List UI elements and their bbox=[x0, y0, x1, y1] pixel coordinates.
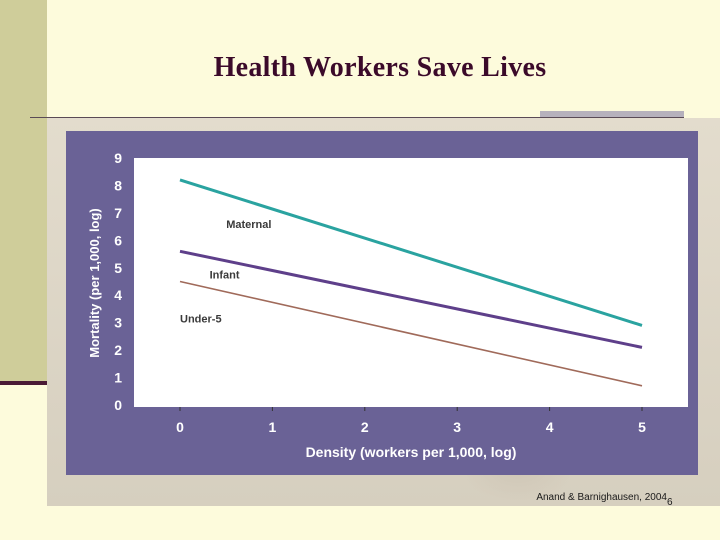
y-tick-label: 2 bbox=[114, 342, 122, 358]
x-axis-label: Density (workers per 1,000, log) bbox=[306, 444, 517, 460]
y-tick-label: 4 bbox=[114, 287, 122, 303]
y-axis: 0 1 2 3 4 5 6 7 8 9 bbox=[114, 150, 122, 413]
y-tick-label: 1 bbox=[114, 370, 122, 386]
y-tick-label: 3 bbox=[114, 315, 122, 331]
y-tick-label: 7 bbox=[114, 205, 122, 221]
series-labels: Maternal Infant Under-5 bbox=[180, 219, 271, 326]
x-tick-label: 3 bbox=[453, 419, 461, 435]
series-line-infant bbox=[179, 249, 643, 349]
y-tick-label: 9 bbox=[114, 150, 122, 166]
title-divider-accent bbox=[540, 111, 684, 117]
left-decor-rule bbox=[0, 381, 47, 385]
series-label: Maternal bbox=[226, 219, 271, 231]
series-lines bbox=[179, 178, 643, 387]
y-axis-label: Mortality (per 1,000, log) bbox=[87, 208, 102, 358]
y-tick-label: 5 bbox=[114, 260, 122, 276]
series-line-maternal bbox=[179, 178, 643, 327]
y-tick-label: 0 bbox=[114, 397, 122, 413]
left-decor-band bbox=[0, 0, 47, 383]
x-tick-label: 0 bbox=[176, 419, 184, 435]
x-tick-label: 4 bbox=[546, 419, 554, 435]
series-label: Infant bbox=[210, 270, 240, 282]
series-label: Under-5 bbox=[180, 314, 222, 326]
x-tick-label: 2 bbox=[361, 419, 369, 435]
slide-title: Health Workers Save Lives bbox=[213, 52, 547, 83]
y-tick-label: 8 bbox=[114, 177, 122, 193]
series-line-under-5 bbox=[179, 280, 643, 387]
plot-area bbox=[134, 158, 688, 407]
x-tick-label: 5 bbox=[638, 419, 646, 435]
x-axis: 0 1 2 3 4 5 bbox=[176, 407, 646, 435]
slide-number: 6 bbox=[667, 497, 673, 508]
x-tick-label: 1 bbox=[269, 419, 277, 435]
y-tick-label: 6 bbox=[114, 232, 122, 248]
source-citation: Anand & Barnighausen, 2004 bbox=[536, 492, 667, 503]
title-divider bbox=[30, 117, 684, 118]
